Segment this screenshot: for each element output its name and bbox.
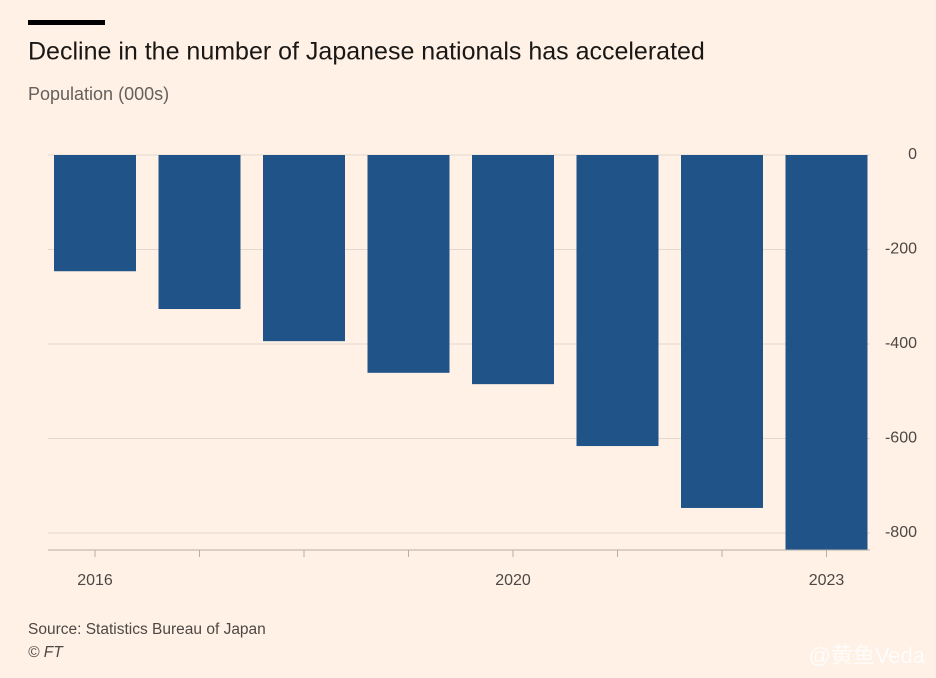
x-tick-label: 2016 — [77, 572, 113, 589]
watermark: @黄鱼Veda — [809, 643, 926, 668]
chart-subtitle: Population (000s) — [28, 84, 169, 104]
bar — [472, 155, 554, 385]
y-tick-label: -200 — [885, 241, 917, 258]
y-tick-label: -400 — [885, 335, 917, 352]
y-tick-label: -600 — [885, 430, 917, 447]
x-tick-label: 2020 — [495, 572, 531, 589]
credit: © FT — [28, 644, 64, 661]
bar — [681, 155, 763, 508]
bar — [785, 155, 868, 550]
bar — [158, 155, 241, 310]
chart-title: Decline in the number of Japanese nation… — [28, 38, 705, 66]
y-tick-label: -800 — [885, 524, 917, 541]
bar — [576, 155, 659, 447]
y-tick-label: 0 — [908, 146, 917, 163]
bar — [54, 155, 136, 272]
brand-bar — [28, 20, 105, 25]
bar — [367, 155, 450, 373]
bar — [263, 155, 345, 342]
source: Source: Statistics Bureau of Japan — [28, 621, 266, 638]
x-tick-label: 2023 — [809, 572, 845, 589]
